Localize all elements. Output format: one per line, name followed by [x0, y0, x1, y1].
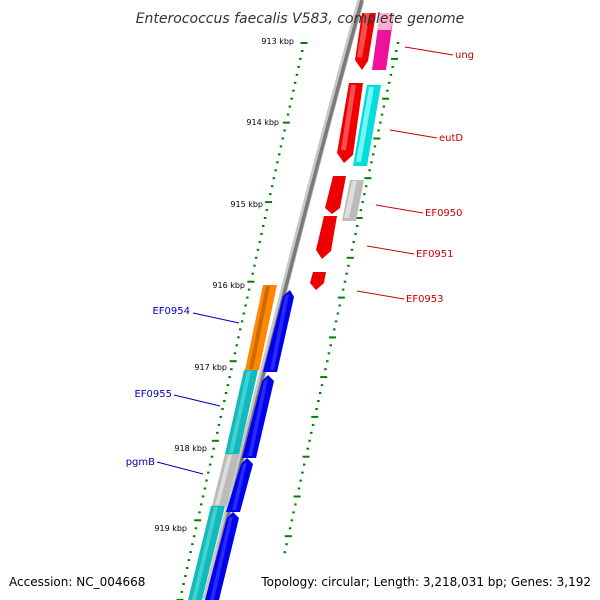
- gene-block[interactable]: [248, 379, 268, 456]
- kbp-label: 917 kbp: [194, 363, 227, 372]
- gene-block[interactable]: [232, 462, 247, 510]
- inner-tick-ring: [176, 42, 308, 600]
- gene-block[interactable]: [325, 176, 346, 214]
- gene-block[interactable]: [215, 455, 232, 505]
- inner-gene-track: [188, 285, 294, 600]
- gene-labels-inner: EF0954 EF0955 pgmB: [126, 306, 190, 468]
- gene-block[interactable]: [377, 13, 394, 30]
- gene-block[interactable]: [316, 216, 337, 259]
- kbp-label: 919 kbp: [154, 524, 187, 533]
- gene-block[interactable]: [249, 286, 270, 369]
- gene-label-EF0955[interactable]: EF0955: [134, 389, 172, 400]
- genome-info-text: Topology: circular; Length: 3,218,031 bp…: [260, 575, 591, 589]
- gene-block[interactable]: [357, 13, 370, 58]
- gene-block[interactable]: [341, 85, 356, 150]
- gene-block[interactable]: [210, 516, 233, 600]
- outer-tick-ring: [283, 42, 400, 554]
- label-leader-lines: [156, 46, 454, 475]
- gene-label-pgmB[interactable]: pgmB: [126, 457, 155, 468]
- outer-gene-track: [310, 13, 394, 290]
- gene-labels-outer: ung eutD EF0950 EF0951 EF0953: [406, 50, 474, 305]
- kbp-label: 916 kbp: [212, 281, 245, 290]
- genome-title: Enterococcus faecalis V583, complete gen…: [136, 11, 465, 27]
- kbp-label: 914 kbp: [246, 118, 279, 127]
- kbp-label: 913 kbp: [261, 37, 294, 46]
- gene-block[interactable]: [192, 507, 218, 600]
- kbp-ruler-labels: 913 kbp 914 kbp 915 kbp 916 kbp 917 kbp …: [154, 37, 294, 533]
- accession-text: Accession: NC_004668: [9, 575, 145, 589]
- gene-block[interactable]: [229, 371, 251, 453]
- gene-block[interactable]: [356, 87, 374, 162]
- gene-label-EF0950[interactable]: EF0950: [425, 208, 463, 219]
- kbp-label: 915 kbp: [230, 200, 263, 209]
- gene-label-EF0953[interactable]: EF0953: [406, 294, 444, 305]
- gene-label-EF0951[interactable]: EF0951: [416, 249, 454, 260]
- gene-block[interactable]: [270, 294, 289, 370]
- gene-block[interactable]: [310, 272, 326, 290]
- kbp-label: 918 kbp: [174, 444, 207, 453]
- gene-label-EF0954[interactable]: EF0954: [152, 306, 190, 317]
- gene-label-ung[interactable]: ung: [455, 50, 474, 61]
- gene-block[interactable]: [344, 181, 357, 218]
- gene-label-eutD[interactable]: eutD: [439, 133, 463, 144]
